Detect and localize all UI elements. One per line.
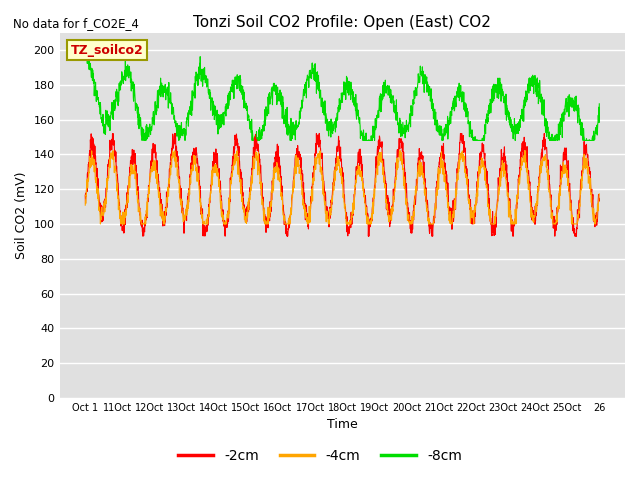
-2cm [318,150,326,156]
-8cm [332,116,340,122]
Text: TZ_soilco2: TZ_soilco2 [71,44,143,57]
-4cm [318,178,326,183]
-4cm [332,168,340,173]
-4cm [581,159,589,165]
-2cm [580,154,588,160]
Text: No data for f_CO2E_4: No data for f_CO2E_4 [13,17,139,30]
-4cm [81,202,89,208]
X-axis label: Time: Time [327,419,358,432]
-8cm [595,101,603,107]
-4cm [486,211,494,217]
-8cm [108,104,116,109]
-8cm [486,99,494,105]
Line: -2cm: -2cm [85,133,599,236]
-2cm [332,157,340,163]
-8cm [580,138,588,144]
-2cm [108,138,115,144]
-8cm [84,53,92,59]
Legend: -2cm, -4cm, -8cm: -2cm, -4cm, -8cm [173,443,467,468]
-2cm [581,146,589,152]
Line: -4cm: -4cm [85,151,599,224]
-8cm [318,95,326,101]
-4cm [88,148,95,154]
-8cm [81,54,89,60]
Title: Tonzi Soil CO2 Profile: Open (East) CO2: Tonzi Soil CO2 Profile: Open (East) CO2 [193,15,492,30]
-4cm [108,151,116,156]
-2cm [81,192,89,198]
-2cm [486,216,494,221]
-2cm [595,195,603,201]
-4cm [595,191,603,197]
-2cm [139,233,147,239]
-4cm [580,157,588,163]
Line: -8cm: -8cm [85,56,599,141]
-2cm [109,131,117,136]
-8cm [581,138,589,144]
-8cm [138,138,146,144]
-4cm [97,221,104,227]
Y-axis label: Soil CO2 (mV): Soil CO2 (mV) [15,171,28,259]
